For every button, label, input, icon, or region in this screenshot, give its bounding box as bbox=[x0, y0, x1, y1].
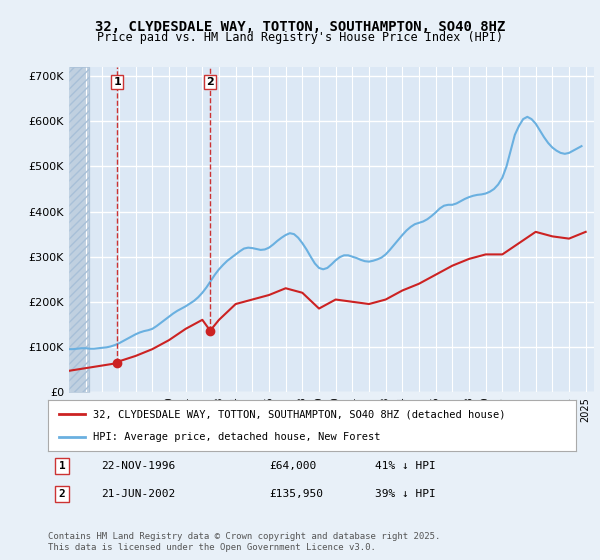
Text: 22-NOV-1996: 22-NOV-1996 bbox=[101, 461, 175, 471]
Text: Price paid vs. HM Land Registry's House Price Index (HPI): Price paid vs. HM Land Registry's House … bbox=[97, 31, 503, 44]
Text: HPI: Average price, detached house, New Forest: HPI: Average price, detached house, New … bbox=[93, 432, 380, 442]
Text: 2: 2 bbox=[206, 77, 214, 87]
Text: 21-JUN-2002: 21-JUN-2002 bbox=[101, 489, 175, 499]
Text: 2: 2 bbox=[59, 489, 65, 499]
Text: £64,000: £64,000 bbox=[270, 461, 317, 471]
Text: 32, CLYDESDALE WAY, TOTTON, SOUTHAMPTON, SO40 8HZ: 32, CLYDESDALE WAY, TOTTON, SOUTHAMPTON,… bbox=[95, 20, 505, 34]
Text: 39% ↓ HPI: 39% ↓ HPI bbox=[376, 489, 436, 499]
Text: 32, CLYDESDALE WAY, TOTTON, SOUTHAMPTON, SO40 8HZ (detached house): 32, CLYDESDALE WAY, TOTTON, SOUTHAMPTON,… bbox=[93, 409, 505, 419]
Text: 1: 1 bbox=[113, 77, 121, 87]
Text: 41% ↓ HPI: 41% ↓ HPI bbox=[376, 461, 436, 471]
Text: £135,950: £135,950 bbox=[270, 489, 324, 499]
Text: Contains HM Land Registry data © Crown copyright and database right 2025.
This d: Contains HM Land Registry data © Crown c… bbox=[48, 532, 440, 552]
Text: 1: 1 bbox=[59, 461, 65, 471]
